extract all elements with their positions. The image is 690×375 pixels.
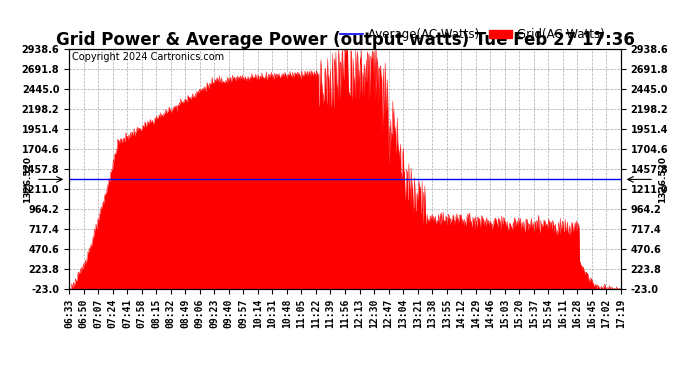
Title: Grid Power & Average Power (output watts) Tue Feb 27 17:36: Grid Power & Average Power (output watts… [56,31,634,49]
Text: 1326.520: 1326.520 [658,156,667,203]
Legend: Average(AC Watts), Grid(AC Watts): Average(AC Watts), Grid(AC Watts) [335,24,609,46]
Text: Copyright 2024 Cartronics.com: Copyright 2024 Cartronics.com [72,53,224,62]
Text: 1326.520: 1326.520 [23,156,32,203]
